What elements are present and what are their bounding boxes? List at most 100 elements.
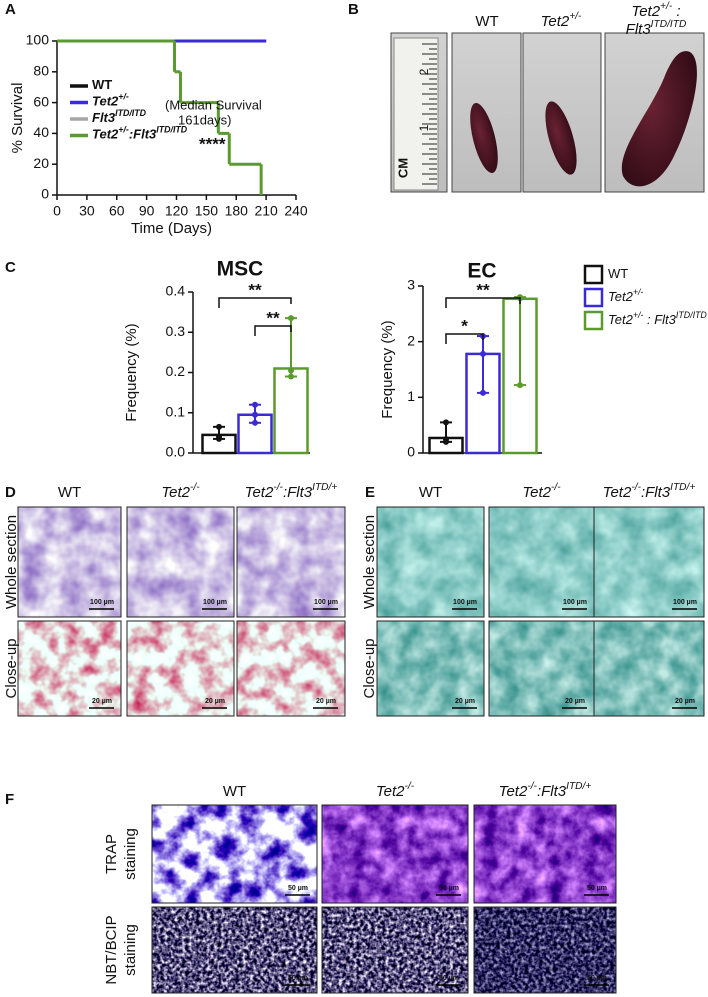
significance-bracket [445,297,521,308]
micrograph-border [473,804,617,904]
annotation: 161days) [178,112,231,127]
label-part: Tet2 [608,312,634,327]
significance-label: ** [248,280,262,299]
y-tick-label: 60 [33,93,49,109]
x-tick-label: 180 [225,203,249,219]
y-axis-label: % Survival [9,83,26,154]
micrograph-border [321,804,469,904]
micrograph-border [376,506,485,618]
superscript: ITD/+ [566,781,591,792]
label-part: Tet2 [92,127,119,142]
label-part: Tet2 [608,289,634,304]
micrograph-border [236,620,346,717]
label-part: Tet2 [541,13,570,30]
data-point [288,373,294,380]
data-point [288,315,294,322]
micrograph [322,805,468,903]
label-part: WT [475,13,498,30]
label-part: Tet2 [92,94,119,109]
superscript: -/- [273,482,283,493]
scale-bar-label: 100 µm [90,599,114,606]
y-tick-label: 100 [26,32,50,48]
data-point [480,389,486,396]
y-tick-label: 0.2 [166,363,186,379]
data-point [252,401,258,408]
scale-bar-label: 100 µm [314,599,338,606]
panel-letter: C [5,259,16,276]
micrograph [237,507,345,617]
chart-title: EC [467,260,496,283]
legend-label: Tet2+/- [608,287,643,304]
column-label: Tet2-/- [161,482,200,501]
label-part: Tet2 [245,484,274,501]
micrograph-border [593,506,705,618]
label-part: Tet2 [499,783,528,800]
data-point [480,350,486,357]
y-axis-label: Frequency (%) [379,320,396,418]
superscript: ITD/+ [670,482,695,493]
column-label: Tet2-/- [376,781,415,800]
row-label: Close-up [3,638,20,698]
x-tick-label: 210 [254,203,278,219]
column-label: WT [475,13,498,30]
x-tick-label: 240 [284,203,308,219]
scale-bar-label: 50 µm [439,885,459,892]
label-part: Tet2 [161,484,190,501]
superscript: ITD/ITD [651,19,687,30]
scale-bar-label: 100 µm [673,599,697,606]
legend-label: Tet2+/-:Flt3ITD/ITD [92,125,188,142]
column-label: Tet2-/-:Flt3ITD/+ [499,781,592,800]
superscript: -/- [405,781,415,792]
significance-bracket [254,325,292,336]
legend-label: Tet2+/- [92,92,129,109]
scale-bar-label: 20 µm [455,698,475,705]
annotation: **** [199,134,226,153]
annotation: (Median Survival [165,97,262,112]
legend-label: Flt3ITD/ITD [92,108,147,125]
superscript: -/- [527,781,537,792]
row-label: Whole section [361,515,378,609]
chart-title: MSC [217,258,264,281]
label-part: WT [419,484,442,501]
micrograph-border [17,506,122,618]
superscript: ITD/ITD [115,108,147,118]
scale-bar-label: 20 µm [316,698,336,705]
superscript: +/- [569,11,582,22]
superscript: ITD/+ [312,482,337,493]
label-part: Tet2 [631,3,660,20]
micrograph-border [151,804,318,904]
micrograph-border [126,620,235,717]
row-label: Close-up [361,638,378,698]
legend-swatch [583,264,604,285]
data-point [443,438,449,445]
panel-letter: B [348,1,359,18]
column-label: Flt3ITD/ITD [626,19,687,38]
data-point [288,367,294,374]
micrograph [152,907,317,993]
micrograph [18,621,121,716]
superscript: +/- [660,1,673,12]
scale-bar-label: 20 µm [565,698,585,705]
y-tick-label: 0.0 [166,444,186,460]
micrograph [377,507,484,617]
significance-label: * [461,316,468,335]
superscript: ITD/ITD [156,125,188,135]
column-label: Tet2+/- [541,11,582,30]
superscript: ITD/ITD [676,310,708,320]
x-tick-label: 120 [165,203,189,219]
label-part: :Flt3 [537,783,567,800]
superscript: -/- [551,482,561,493]
scale-bar-label: 20 µm [92,698,112,705]
column-label: WT [58,484,81,501]
label-part: :Flt3 [129,127,157,142]
column-label: WT [223,783,246,800]
label-part: : Flt3 [643,312,676,327]
superscript: +/- [633,287,644,297]
superscript: +/- [633,310,644,320]
label-part: Flt3 [626,21,652,38]
label-part: : [672,3,680,20]
row-label: staining [122,924,139,976]
micrograph [152,805,317,903]
micrograph [594,621,704,716]
column-label: Tet2-/-:Flt3ITD/+ [245,482,338,501]
